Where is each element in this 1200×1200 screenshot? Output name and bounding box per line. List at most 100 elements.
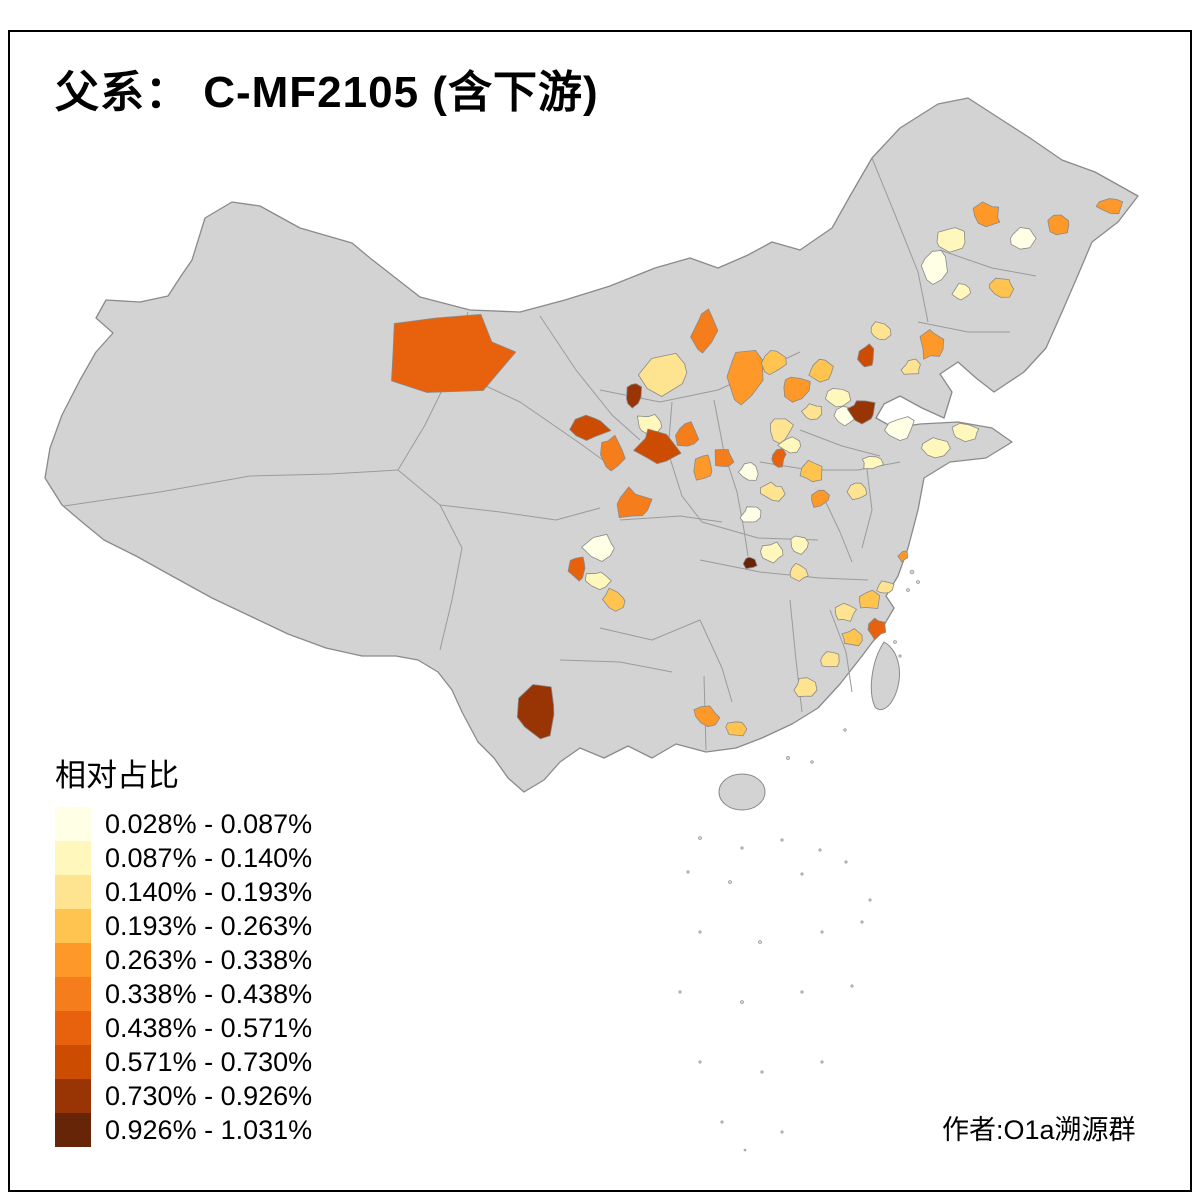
legend-row: 0.926% - 1.031% [55, 1113, 312, 1147]
map-region [726, 349, 764, 406]
map-region [675, 421, 700, 447]
map-region [1047, 214, 1070, 236]
map-region [799, 459, 823, 483]
map-region [567, 556, 586, 582]
map-region [693, 705, 721, 727]
map-region [585, 571, 612, 590]
map-region [820, 651, 840, 668]
map-region [919, 329, 945, 360]
map-region [569, 414, 612, 441]
map-region [616, 486, 653, 518]
legend-row: 0.193% - 0.263% [55, 909, 312, 943]
colored-regions [391, 198, 1124, 740]
map-region [870, 321, 892, 341]
legend-label: 0.926% - 1.031% [105, 1114, 313, 1145]
map-region [801, 403, 823, 421]
attribution: 作者:O1a溯源群 [942, 1115, 1136, 1145]
map-region [951, 422, 980, 443]
legend-label: 0.571% - 0.730% [105, 1046, 313, 1077]
map-region [581, 533, 615, 562]
legend-row: 0.028% - 0.087% [55, 807, 312, 841]
map-region [633, 428, 682, 465]
legend-swatch [55, 841, 91, 875]
map-region [858, 589, 880, 609]
map-region [790, 535, 809, 555]
map-region [391, 313, 517, 393]
legend-swatch [55, 807, 91, 841]
map-region [602, 587, 626, 612]
legend-swatch [55, 875, 91, 909]
legend-label: 0.338% - 0.438% [105, 978, 313, 1009]
legend-row: 0.140% - 0.193% [55, 875, 312, 909]
legend-label: 0.730% - 0.926% [105, 1080, 313, 1111]
south-china-sea-islets [678, 836, 872, 1152]
legend-row: 0.338% - 0.438% [55, 977, 312, 1011]
islands [678, 569, 920, 1152]
map-region [867, 617, 887, 641]
legend-row: 0.438% - 0.571% [55, 1011, 312, 1045]
legend-label: 0.263% - 0.338% [105, 944, 313, 975]
map-region [742, 556, 758, 570]
map-region [771, 448, 787, 468]
map-title: 父系： C-MF2105 (含下游) [55, 68, 599, 117]
map-region [777, 436, 801, 454]
map-region [638, 352, 688, 397]
map-region [789, 563, 809, 582]
map-region [846, 400, 876, 425]
map-region [861, 456, 884, 470]
map-region [951, 283, 972, 301]
legend-label: 0.438% - 0.571% [105, 1012, 313, 1043]
map-region [600, 434, 626, 472]
map-region [725, 721, 748, 737]
map-region [897, 550, 908, 563]
map-region [761, 350, 787, 376]
legend-row: 0.571% - 0.730% [55, 1045, 312, 1079]
map-region [1010, 227, 1037, 250]
china-mainland [44, 97, 1139, 793]
map-region [714, 449, 735, 467]
map-region [846, 482, 868, 501]
legend-rows: 0.028% - 0.087% 0.087% - 0.140% 0.140% - 0… [55, 807, 312, 1147]
map-region [1095, 198, 1124, 215]
legend: 相对占比 0.028% - 0.087% 0.087% - 0.140% 0.140… [55, 750, 312, 1147]
map-region [760, 481, 786, 502]
legend-swatch [55, 977, 91, 1011]
map-region [920, 250, 948, 285]
map-region [811, 489, 830, 508]
legend-swatch [55, 1079, 91, 1113]
legend-label: 0.028% - 0.087% [105, 808, 313, 839]
map-region [808, 358, 834, 383]
map-region [900, 358, 921, 375]
taiwan-island [870, 641, 900, 711]
map-region [841, 628, 863, 647]
legend-label: 0.193% - 0.263% [105, 910, 313, 941]
coastal-islets [786, 569, 920, 764]
map-region [884, 416, 915, 441]
legend-row: 0.730% - 0.926% [55, 1079, 312, 1113]
legend-swatch [55, 1113, 91, 1147]
map-region [857, 343, 875, 368]
map-region [760, 541, 784, 564]
map-region [921, 437, 951, 459]
map-region [989, 277, 1015, 298]
map-region [876, 580, 895, 594]
map-region [793, 677, 818, 698]
legend-label: 0.140% - 0.193% [105, 876, 313, 907]
map-region [825, 388, 852, 408]
map-region [516, 684, 555, 740]
legend-swatch [55, 1045, 91, 1079]
legend-row: 0.263% - 0.338% [55, 943, 312, 977]
map-region [783, 376, 811, 403]
legend-title: 相对占比 [55, 758, 179, 793]
map-region [693, 454, 713, 481]
legend-row: 0.087% - 0.140% [55, 841, 312, 875]
legend-swatch [55, 909, 91, 943]
map-region [739, 506, 762, 523]
map-region [737, 462, 759, 481]
map-region [834, 602, 857, 622]
map-region [972, 201, 1001, 228]
map-region [936, 227, 966, 253]
hainan-island [718, 773, 766, 811]
legend-label: 0.087% - 0.140% [105, 842, 313, 873]
